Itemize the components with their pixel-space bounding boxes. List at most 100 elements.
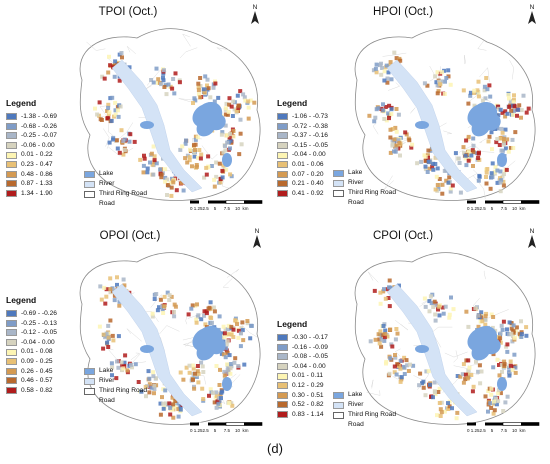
legend-class-label: -0.12 - -0.05 [21,329,57,337]
legend-third-ring-road: Third Ring Road [333,410,396,420]
legend-class-label: 0.07 - 0.20 [292,170,324,178]
legend-swatch [277,122,288,130]
legend-class-item: -0.30 - -0.17 [277,333,328,343]
panel-title: CPOI (Oct.) [372,230,434,242]
legend-lake: Lake [84,169,147,179]
legend-class-label: -0.04 - 0.00 [292,151,326,159]
panel-opoi: OPOI (Oct.) N Legend -0.69 - -0.26 -0.25 … [0,224,275,439]
lake [192,101,226,137]
scale-bar: 0 1.252.5 5 7.5 10 km [467,422,541,433]
panel-hpoi: HPOI (Oct.) N Legend -1.06 - -0.73 -0.72 … [275,0,550,215]
legend-class-item: -0.72 - -0.38 [277,122,328,132]
legend-swatch [6,348,17,356]
legend-class-item: 1.34 - 1.90 [6,189,57,199]
legend-swatch [6,122,17,130]
legend-class-item: 0.46 - 0.57 [6,376,57,386]
legend-class-item: 0.09 - 0.25 [6,357,57,367]
legend-swatch [6,339,17,347]
lake [467,101,501,137]
legend-class-item: 0.23 - 0.47 [6,160,57,170]
lake [222,377,232,391]
legend-swatch [277,411,288,419]
legend-class-label: 0.87 - 1.33 [21,180,53,188]
legend-swatch [277,161,288,169]
panel-title: HPOI (Oct.) [372,6,434,18]
scale-bar: 0 1.252.5 5 7.5 10 km [467,200,541,211]
legend-class-label: -0.04 - 0.00 [21,338,55,346]
legend-swatch [277,353,288,361]
legend-road: Road [84,199,147,209]
lake [497,377,507,391]
legend-class-item: 0.26 - 0.45 [6,367,57,377]
legend-road: Road [333,420,396,430]
legend-class-label: 0.30 - 0.51 [292,391,324,399]
legend-lake: Lake [84,366,147,376]
legend-class-label: 0.48 - 0.86 [21,170,53,178]
legend-class-item: 0.87 - 1.33 [6,179,57,189]
legend-class-item: 0.01 - 0.06 [277,160,328,170]
legend-river: River [333,178,396,188]
legend-swatch [84,190,95,198]
legend-class-item: -0.69 - -0.26 [6,309,57,319]
legend-class-item: -0.08 - -0.05 [277,352,328,362]
legend-swatch [277,343,288,351]
legend-swatch [277,391,288,399]
legend-swatch [6,180,17,188]
panel-title: OPOI (Oct.) [99,230,161,242]
legend-class-label: 0.23 - 0.47 [21,160,53,168]
feature-legend: Lake River Third Ring Road Road [333,168,396,208]
legend-swatch [6,377,17,385]
lake [222,153,232,167]
legend-swatch [277,334,288,342]
legend-swatch [277,190,288,198]
legend-swatch [277,132,288,140]
legend-class-label: 0.01 - 0.08 [21,348,53,356]
legend-road: Road [84,396,147,406]
feature-legend: Lake River Third Ring Road Road [84,169,147,209]
legend-class-item: 0.30 - 0.51 [277,391,328,401]
legend-class-item: -0.15 - -0.05 [277,141,328,151]
legend-swatch [277,113,288,121]
legend-title: Legend [277,98,308,108]
legend-river: River [84,179,147,189]
legend-lake: Lake [333,168,396,178]
legend-class-label: -0.72 - -0.38 [292,122,328,130]
legend-swatch [84,170,95,178]
legend-class-label: -0.16 - -0.09 [292,343,328,351]
legend-class-item: 0.12 - 0.29 [277,381,328,391]
legend-road: Road [333,198,396,208]
legend-swatch [6,132,17,140]
class-legend: -1.06 - -0.73 -0.72 - -0.38 -0.37 - -0.16-… [277,112,328,198]
legend-swatch [6,319,17,327]
lake [467,325,501,361]
legend-class-item: -1.38 - -0.69 [6,112,57,122]
scale-bar: 0 1.252.5 5 7.5 10 km [190,200,264,211]
north-arrow-icon: N [525,4,539,27]
lake [497,153,507,167]
legend-class-item: -0.25 - -0.07 [6,131,57,141]
legend-swatch [6,329,17,337]
legend-class-item: -1.06 - -0.73 [277,112,328,122]
panel-tpoi: TPOI (Oct.) N Legend -1.38 - -0.69 -0.68 … [0,0,275,215]
lake [140,345,154,353]
legend-swatch [6,190,17,198]
legend-swatch [333,200,344,207]
legend-class-label: 0.21 - 0.40 [292,180,324,188]
legend-class-item: -0.25 - -0.13 [6,319,57,329]
lake [415,345,429,353]
legend-class-label: 0.26 - 0.45 [21,367,53,375]
lake [415,121,429,129]
legend-class-label: -1.06 - -0.73 [292,113,328,120]
legend-swatch [84,367,95,375]
scale-bar: 0 1.252.5 5 7.5 10 km [190,422,264,433]
legend-swatch [6,387,17,395]
legend-class-label: 0.41 - 0.92 [292,189,324,197]
lake [140,121,154,129]
legend-class-item: 0.01 - 0.08 [6,347,57,357]
legend-class-label: -0.04 - 0.00 [292,362,326,370]
legend-class-label: 0.01 - 0.06 [292,160,324,168]
legend-swatch [333,411,344,419]
legend-title: Legend [6,98,37,108]
legend-swatch [333,189,344,197]
legend-class-label: 0.83 - 1.14 [292,410,324,418]
